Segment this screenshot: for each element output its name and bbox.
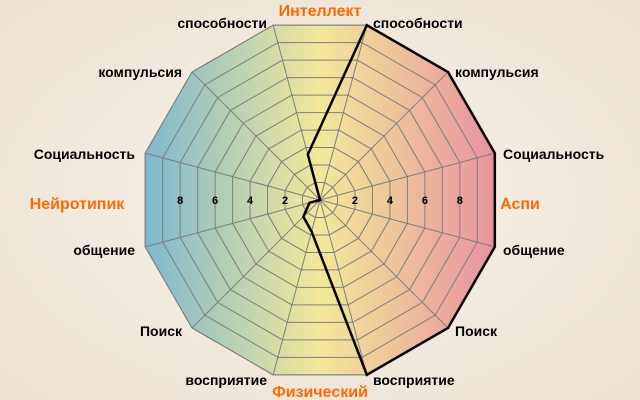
tick-label: 4: [387, 195, 394, 207]
grid-spoke: [319, 71, 449, 201]
axis-label: компульсия: [455, 64, 539, 80]
grid-spoke: [319, 199, 368, 375]
tick-label: 6: [422, 195, 428, 207]
axis-label: восприятие: [373, 372, 455, 388]
axis-label: Социальность: [503, 146, 605, 162]
tick-label: 6: [212, 195, 218, 207]
tick-label: 4: [247, 195, 254, 207]
axis-label: общение: [503, 242, 565, 258]
axis-label: Поиск: [140, 323, 183, 339]
grid-spoke: [272, 199, 321, 375]
axis-label: восприятие: [185, 372, 267, 388]
category-left: Нейротипик: [30, 196, 126, 213]
grid-spoke: [319, 199, 449, 329]
grid-spoke: [319, 152, 495, 201]
category-top: Интеллект: [279, 3, 362, 20]
tick-label: 8: [457, 195, 463, 207]
data-series-line: [301, 23, 497, 377]
axis-label: компульсия: [98, 64, 182, 80]
axis-label: способности: [373, 15, 463, 31]
axis-label: Социальность: [34, 146, 136, 162]
tick-label: 2: [282, 195, 288, 207]
grid-spoke: [319, 25, 368, 201]
axis-label: способности: [177, 15, 267, 31]
grid-spoke: [191, 71, 321, 201]
grid-spoke: [319, 199, 495, 248]
grid-spoke: [145, 199, 321, 248]
grid-spoke: [145, 152, 321, 201]
axis-label: общение: [73, 242, 135, 258]
axis-label: Поиск: [455, 323, 498, 339]
tick-label: 2: [352, 195, 358, 207]
category-right: Аспи: [500, 196, 540, 213]
tick-label: 8: [177, 195, 183, 207]
grid-spoke: [191, 199, 321, 329]
category-bottom: Физический: [272, 384, 368, 400]
